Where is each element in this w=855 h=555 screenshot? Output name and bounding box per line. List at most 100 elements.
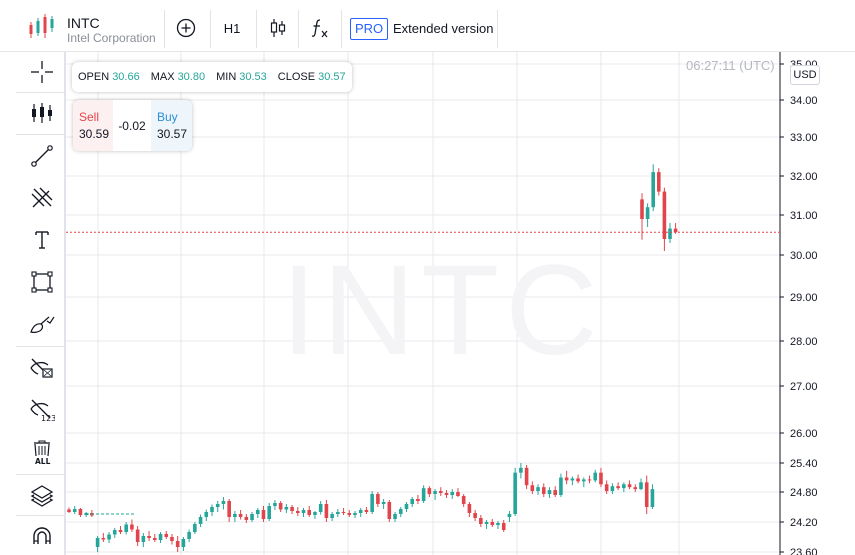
open-label: OPEN [78,71,110,83]
magnet-tool[interactable] [20,517,64,555]
indicators-button[interactable] [306,14,334,42]
add-compare-button[interactable] [172,14,200,42]
rectangle-tool[interactable] [20,262,64,302]
max-value: 30.80 [177,71,206,83]
candle [273,500,277,510]
candle-body [296,511,300,513]
hide-indicators-tool[interactable]: 123 [20,390,64,430]
candle [416,495,420,504]
candle [107,532,111,543]
candle [238,510,243,520]
candle [439,487,443,496]
candle-body [633,487,638,490]
candle [347,510,352,517]
candle [564,470,569,485]
candle-body [501,523,506,530]
interval-button[interactable]: H1 [223,20,241,36]
candle [657,168,661,196]
candle [112,528,117,538]
candle [668,223,672,243]
candle [141,533,146,547]
candle-body [662,191,667,239]
delete-all-tool[interactable]: ALL [20,432,64,472]
candle-body [364,510,369,512]
trend-line-icon [31,145,53,167]
extended-version-link[interactable]: Extended version [393,21,494,36]
candlestick-logo-icon [29,14,54,38]
candle-body [233,514,237,517]
candle [336,509,340,517]
candle-body [290,507,294,511]
candle [633,484,638,492]
candle-body [604,484,609,492]
candle [473,510,477,521]
candle [610,483,615,494]
hide-drawings-tool[interactable] [20,348,64,388]
candle-body [599,472,603,485]
brush-icon [30,316,55,333]
candle-body [347,513,352,515]
candle [576,474,580,484]
pro-badge[interactable]: PRO [350,18,389,40]
candle [330,512,334,521]
candle [616,482,620,491]
text-icon [35,231,49,249]
chart-type-button[interactable] [264,14,292,42]
candle [130,519,134,532]
candle-body [576,478,580,482]
candle [547,487,552,498]
candle-body [559,477,563,495]
magnet-icon [33,527,51,544]
candle [519,463,523,479]
buy-button[interactable]: Buy 30.57 [151,100,192,151]
price-axis-label: 24.20 [790,517,818,529]
candle [644,475,649,514]
price-axis-label: 30.00 [790,250,818,262]
brush-tool[interactable] [20,304,64,344]
price-axis-label: 32.00 [790,171,818,183]
price-axis-label: 34.00 [790,95,818,107]
candle [587,475,592,484]
candle [124,522,128,535]
company-name: Intel Corporation [67,31,156,45]
trend-line-tool[interactable] [20,136,64,176]
crosshair-icon [31,61,53,83]
candle-body [193,524,197,532]
candle [175,536,180,552]
candle-body [553,490,557,495]
candle-body [570,478,575,481]
candle-body [479,518,483,524]
candle [353,511,357,518]
chart-area[interactable]: 23.60 24.20 24.80 25.40 26.00 27.00 28.00 29.00… [66,52,855,555]
currency-button[interactable]: USD [790,65,820,85]
indicators-tool[interactable] [20,93,64,133]
candle [501,520,506,532]
candle [507,511,512,522]
candle [404,502,409,512]
candle [484,520,489,529]
candle [364,507,369,514]
ticker-symbol[interactable]: INTC [67,15,100,31]
candle-body [135,529,140,542]
candle-body [261,510,266,519]
crosshair-tool[interactable] [20,52,64,92]
candle [530,481,535,494]
candle-body [130,524,134,530]
candle [204,509,209,521]
candle-body [639,482,643,490]
sell-button[interactable]: Sell 30.59 [73,100,113,151]
candle-body [204,512,209,517]
candle-body [107,534,111,540]
layers-icon [30,485,54,507]
candle-body [640,199,644,219]
pitchfork-tool[interactable] [20,178,64,218]
candle-body [187,532,191,539]
candle-body [153,538,157,540]
candle-body [582,479,586,482]
text-tool[interactable] [20,220,64,260]
layers-tool[interactable] [20,475,64,515]
price-axis-label: 28.00 [790,336,818,348]
candle-body [644,482,649,507]
candle [650,484,655,509]
candle-body [267,506,271,519]
